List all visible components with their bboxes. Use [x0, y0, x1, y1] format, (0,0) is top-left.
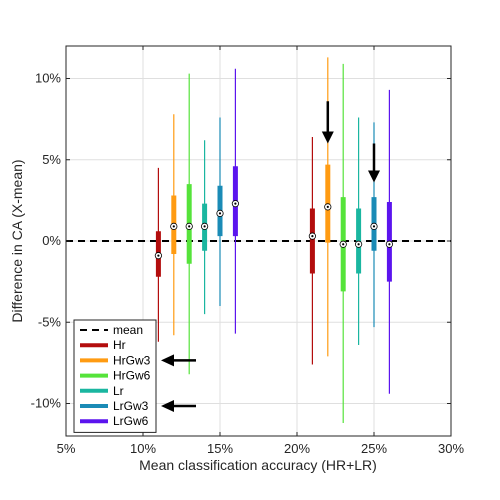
y-axis-label: Difference in CA (X-mean)	[9, 159, 25, 322]
legend-label-lr: Lr	[113, 384, 124, 398]
box-median-dot	[188, 225, 191, 228]
legend-label-mean: mean	[113, 323, 143, 337]
x-tick-label: 5%	[57, 441, 76, 456]
box-median-dot	[372, 225, 376, 228]
annotation-arrow-head	[321, 131, 334, 144]
box-median-dot	[357, 243, 360, 246]
y-tick-label: -10%	[31, 396, 62, 411]
legend-arrow-head	[161, 354, 174, 367]
x-tick-label: 25%	[361, 441, 387, 456]
x-tick-label: 30%	[438, 441, 464, 456]
x-tick-label: 15%	[207, 441, 233, 456]
legend-label-hrgw6: HrGw6	[113, 369, 151, 383]
annotation-arrow-head	[368, 170, 380, 183]
box-median-dot	[157, 254, 160, 257]
legend-label-lrgw3: LrGw3	[113, 399, 149, 413]
legend-arrow-head	[161, 400, 174, 412]
box-median-dot	[234, 202, 237, 205]
box-median-dot	[218, 212, 222, 215]
y-tick-label: 0%	[42, 233, 61, 248]
box-median-dot	[203, 225, 206, 228]
box-median-dot	[172, 225, 175, 228]
x-tick-label: 20%	[284, 441, 310, 456]
x-tick-label: 10%	[130, 441, 156, 456]
y-tick-label: -5%	[38, 314, 62, 329]
legend-label-hr: Hr	[113, 338, 126, 352]
y-tick-label: 10%	[35, 71, 61, 86]
x-axis-label: Mean classification accuracy (HR+LR)	[139, 457, 377, 473]
legend-label-hrgw3: HrGw3	[113, 353, 151, 367]
box-median-dot	[311, 235, 314, 238]
legend-label-lrgw6: LrGw6	[113, 414, 149, 428]
box-median-dot	[388, 243, 391, 246]
box-iqr	[309, 208, 315, 274]
box-median-dot	[342, 243, 345, 246]
plot-area: 5% 10% 15% 20% 25% 30%10%5%0%-5%-10%meanHrHrG…	[31, 45, 464, 456]
y-tick-label: 5%	[42, 152, 61, 167]
box-median-dot	[326, 205, 329, 208]
